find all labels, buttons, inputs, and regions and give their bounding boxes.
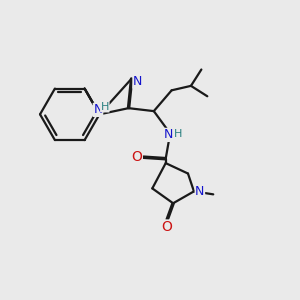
Text: N: N (93, 103, 103, 116)
Text: H: H (174, 129, 183, 139)
Text: O: O (162, 220, 172, 234)
Text: N: N (133, 75, 142, 88)
Text: O: O (131, 150, 142, 164)
Text: H: H (100, 102, 109, 112)
Text: N: N (164, 128, 173, 141)
Text: N: N (195, 185, 205, 198)
